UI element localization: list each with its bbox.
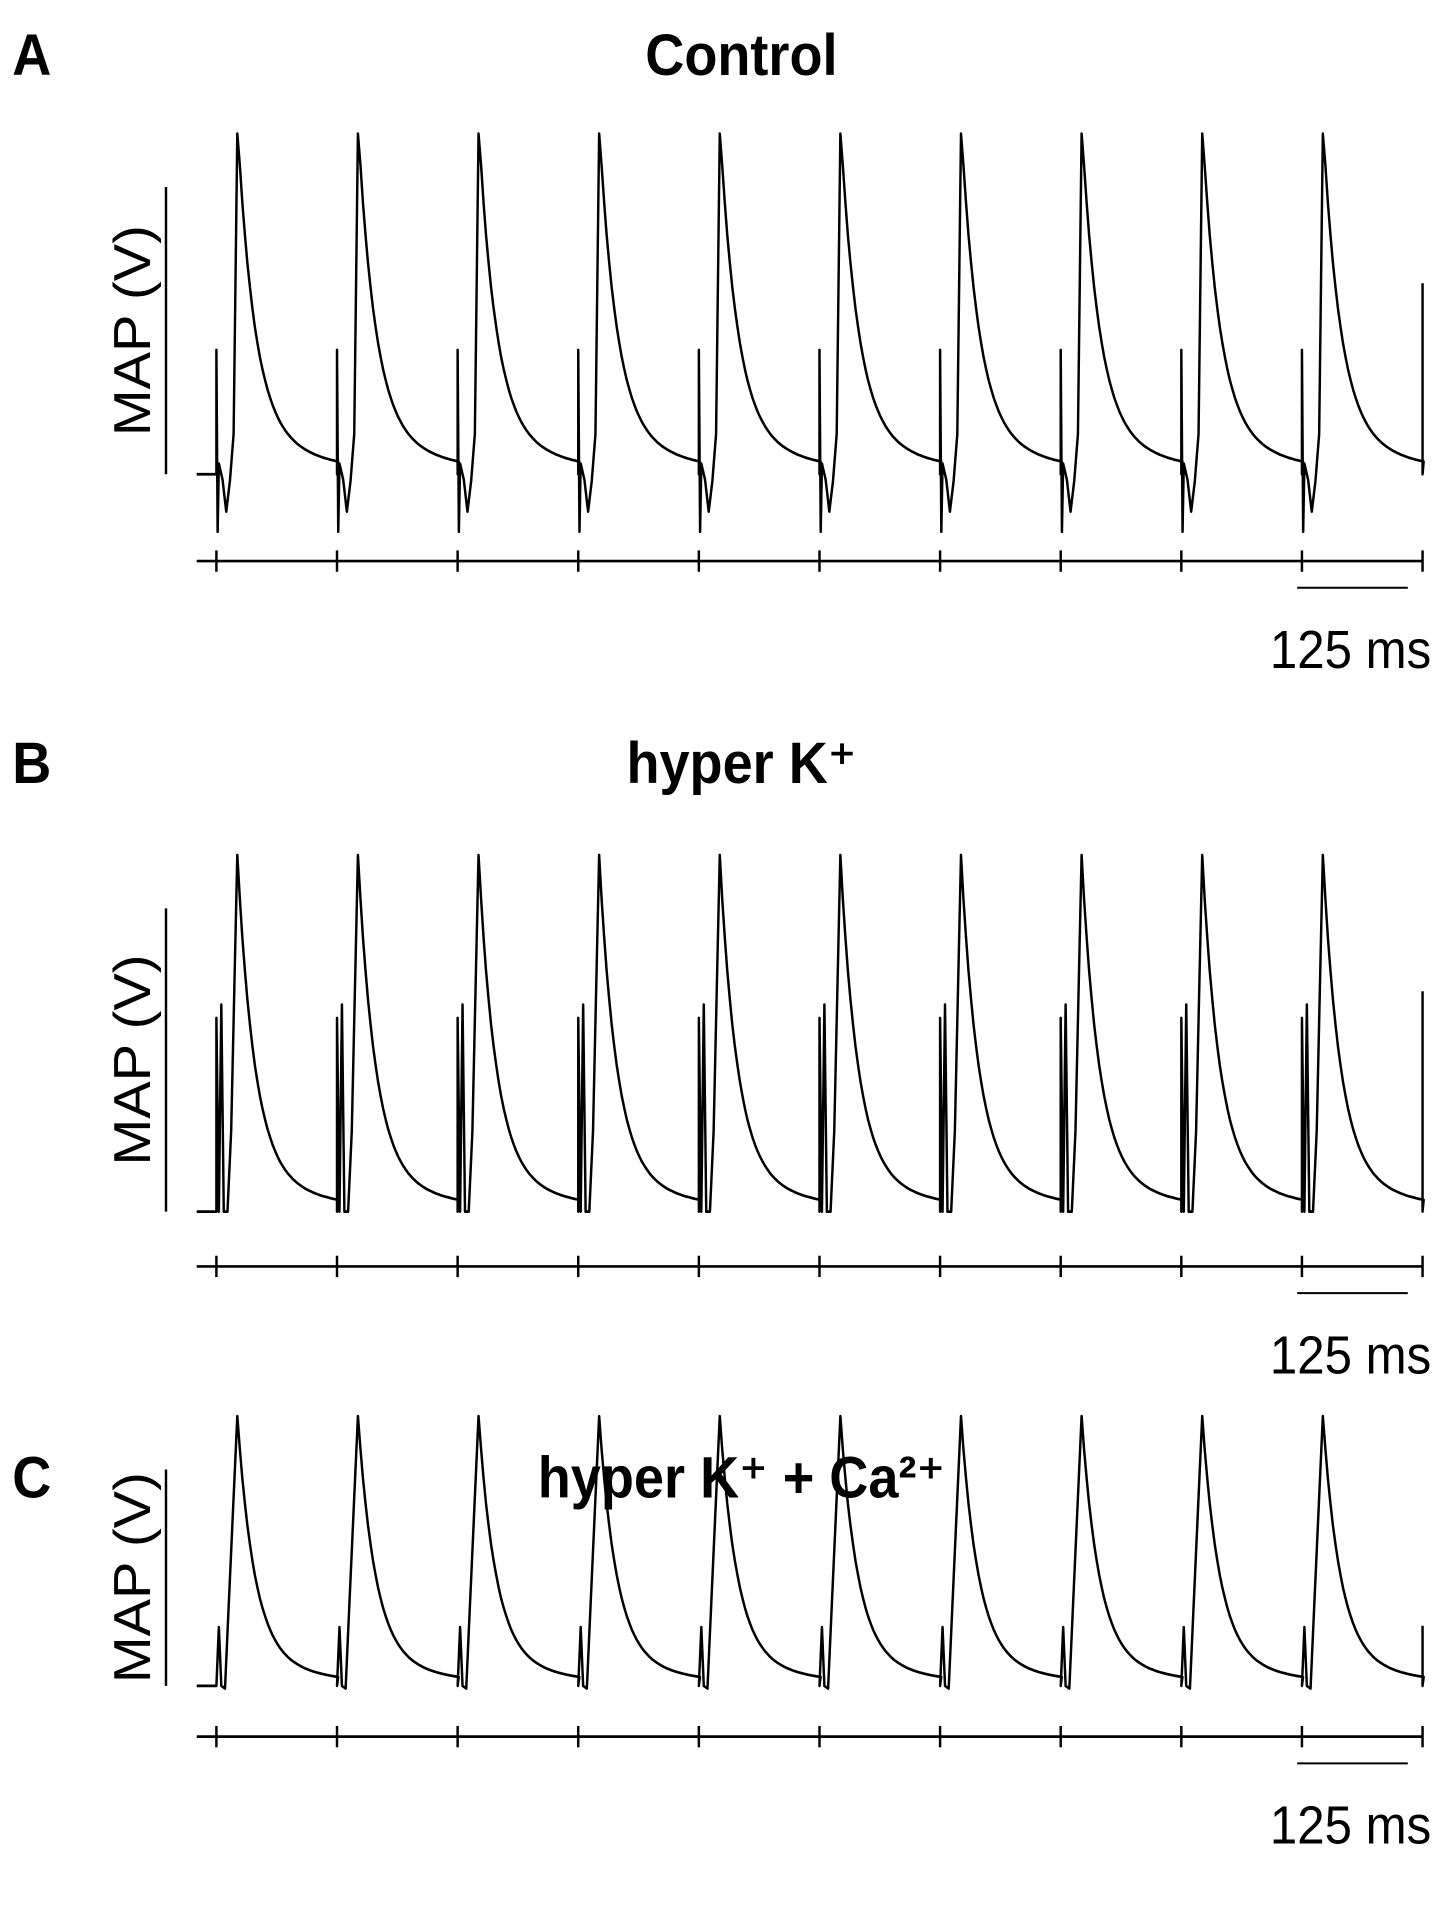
y-axis-label: MAP (V) [104,955,161,1166]
time-scale-label: 125 ms [1270,1325,1431,1384]
panel-label: C [12,1444,51,1510]
panel-title: Control [645,22,837,88]
panel-title: hyper K⁺ + Ca²⁺ [538,1444,945,1510]
y-axis-label: MAP (V) [104,1472,161,1683]
trace [196,132,1425,534]
trace [196,853,1425,1213]
trace [196,1414,1425,1690]
y-axis-label: MAP (V) [104,225,161,436]
time-scale-label: 125 ms [1270,620,1431,679]
time-scale-label: 125 ms [1270,1796,1431,1855]
panel-title: hyper K⁺ [626,730,856,796]
panel: A Control MAP (V) 125 ms [12,22,1431,680]
panel-label: A [12,22,51,88]
panel-label: B [12,730,51,796]
